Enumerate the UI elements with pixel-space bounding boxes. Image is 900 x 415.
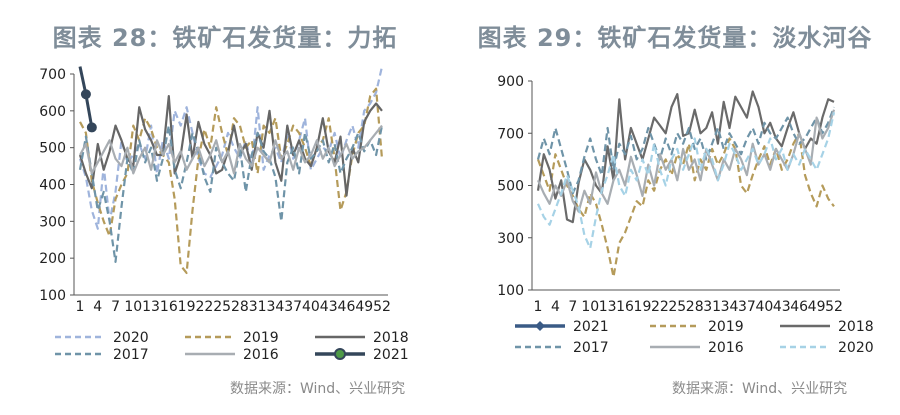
y-tick-label: 600 <box>39 104 66 120</box>
x-tick-label: 52 <box>373 299 391 315</box>
series-point-2021 <box>80 89 91 100</box>
x-tick-label: 31 <box>249 299 267 315</box>
x-tick-label: 22 <box>195 299 213 315</box>
y-tick-label: 900 <box>497 74 524 90</box>
y-tick-label: 300 <box>39 214 66 230</box>
chart-title: 图表 29：铁矿石发货量：淡水河谷 <box>477 24 873 52</box>
legend-label: 2021 <box>373 347 409 363</box>
x-tick-label: 19 <box>634 299 652 315</box>
y-tick-label: 700 <box>497 126 524 142</box>
x-tick-label: 10 <box>124 299 142 315</box>
x-tick-label: 25 <box>668 299 686 315</box>
x-tick-label: 7 <box>111 299 120 315</box>
x-tick-label: 13 <box>142 299 160 315</box>
legend-label: 2018 <box>373 330 409 346</box>
chart-title: 图表 28：铁矿石发货量：力拓 <box>52 24 398 52</box>
x-tick-label: 52 <box>825 299 843 315</box>
source-note: 数据来源：Wind、兴业研究 <box>230 381 406 397</box>
legend-marker-2021 <box>535 321 545 331</box>
series-point-2021 <box>86 122 97 133</box>
x-tick-label: 22 <box>651 299 669 315</box>
x-tick-label: 28 <box>686 299 704 315</box>
series-line-2017 <box>78 124 384 263</box>
chart-svg-vale: 100 300 500 700 900 1 4 7 10 13 16 19 22 25 28 31 34 37 40… <box>497 74 874 356</box>
x-tick-label: 31 <box>703 299 721 315</box>
legend-label: 2019 <box>708 319 744 335</box>
series-line-2016 <box>79 124 383 175</box>
x-tick-label: 46 <box>790 299 808 315</box>
x-tick-label: 40 <box>302 299 320 315</box>
legend-label: 2017 <box>573 340 609 356</box>
x-tick-label: 10 <box>581 299 599 315</box>
chart-svg-rio-tinto: 100 200 300 400 500 600 700 1 4 7 10 13 16 19 22 25 28 31… <box>39 66 409 363</box>
x-tick-label: 13 <box>599 299 617 315</box>
legend-label: 2021 <box>573 319 609 335</box>
y-tick-label: 200 <box>39 251 66 267</box>
legend-label: 2019 <box>243 330 279 346</box>
y-tick-label: 700 <box>39 67 66 83</box>
chart-panel-rio-tinto: 图表 28：铁矿石发货量：力拓 100 200 300 400 500 600 700 1 4 7… <box>39 24 409 397</box>
x-tick-label: 7 <box>568 299 577 315</box>
x-tick-label: 37 <box>738 299 756 315</box>
x-tick-label: 16 <box>160 299 178 315</box>
x-tick-label: 49 <box>808 299 826 315</box>
x-tick-label: 1 <box>534 299 543 315</box>
legend-label: 2020 <box>838 340 874 356</box>
series-line-2020 <box>78 66 384 230</box>
y-tick-label: 500 <box>497 179 524 195</box>
series-line-2019 <box>536 132 835 278</box>
x-tick-label: 16 <box>616 299 634 315</box>
x-tick-label: 37 <box>284 299 302 315</box>
x-tick-label: 46 <box>338 299 356 315</box>
legend-marker-2021 <box>334 348 346 360</box>
x-tick-label: 43 <box>320 299 338 315</box>
series-line-2017 <box>536 106 836 195</box>
legend-label: 2020 <box>113 330 149 346</box>
x-tick-label: 43 <box>773 299 791 315</box>
legend-label: 2016 <box>708 340 744 356</box>
x-tick-label: 34 <box>721 299 739 315</box>
y-tick-label: 100 <box>497 283 524 299</box>
x-tick-label: 1 <box>76 299 85 315</box>
x-tick-label: 4 <box>551 299 560 315</box>
legend-label: 2017 <box>113 347 149 363</box>
x-tick-label: 40 <box>755 299 773 315</box>
x-tick-label: 34 <box>266 299 284 315</box>
legend-label: 2018 <box>838 319 874 335</box>
series-line-2020 <box>536 112 836 250</box>
x-tick-label: 25 <box>213 299 231 315</box>
source-note: 数据来源：Wind、兴业研究 <box>672 381 848 397</box>
legend-label: 2016 <box>243 347 279 363</box>
series-line-2018 <box>536 90 835 224</box>
x-tick-label: 4 <box>93 299 102 315</box>
y-tick-label: 100 <box>39 288 66 304</box>
x-tick-label: 19 <box>178 299 196 315</box>
y-tick-label: 500 <box>39 141 66 157</box>
x-tick-label: 28 <box>231 299 249 315</box>
y-tick-label: 300 <box>497 231 524 247</box>
x-tick-label: 49 <box>355 299 373 315</box>
y-tick-label: 400 <box>39 178 66 194</box>
chart-panel-vale: 图表 29：铁矿石发货量：淡水河谷 100 300 500 700 900 1 4 7 10 13… <box>450 0 900 415</box>
